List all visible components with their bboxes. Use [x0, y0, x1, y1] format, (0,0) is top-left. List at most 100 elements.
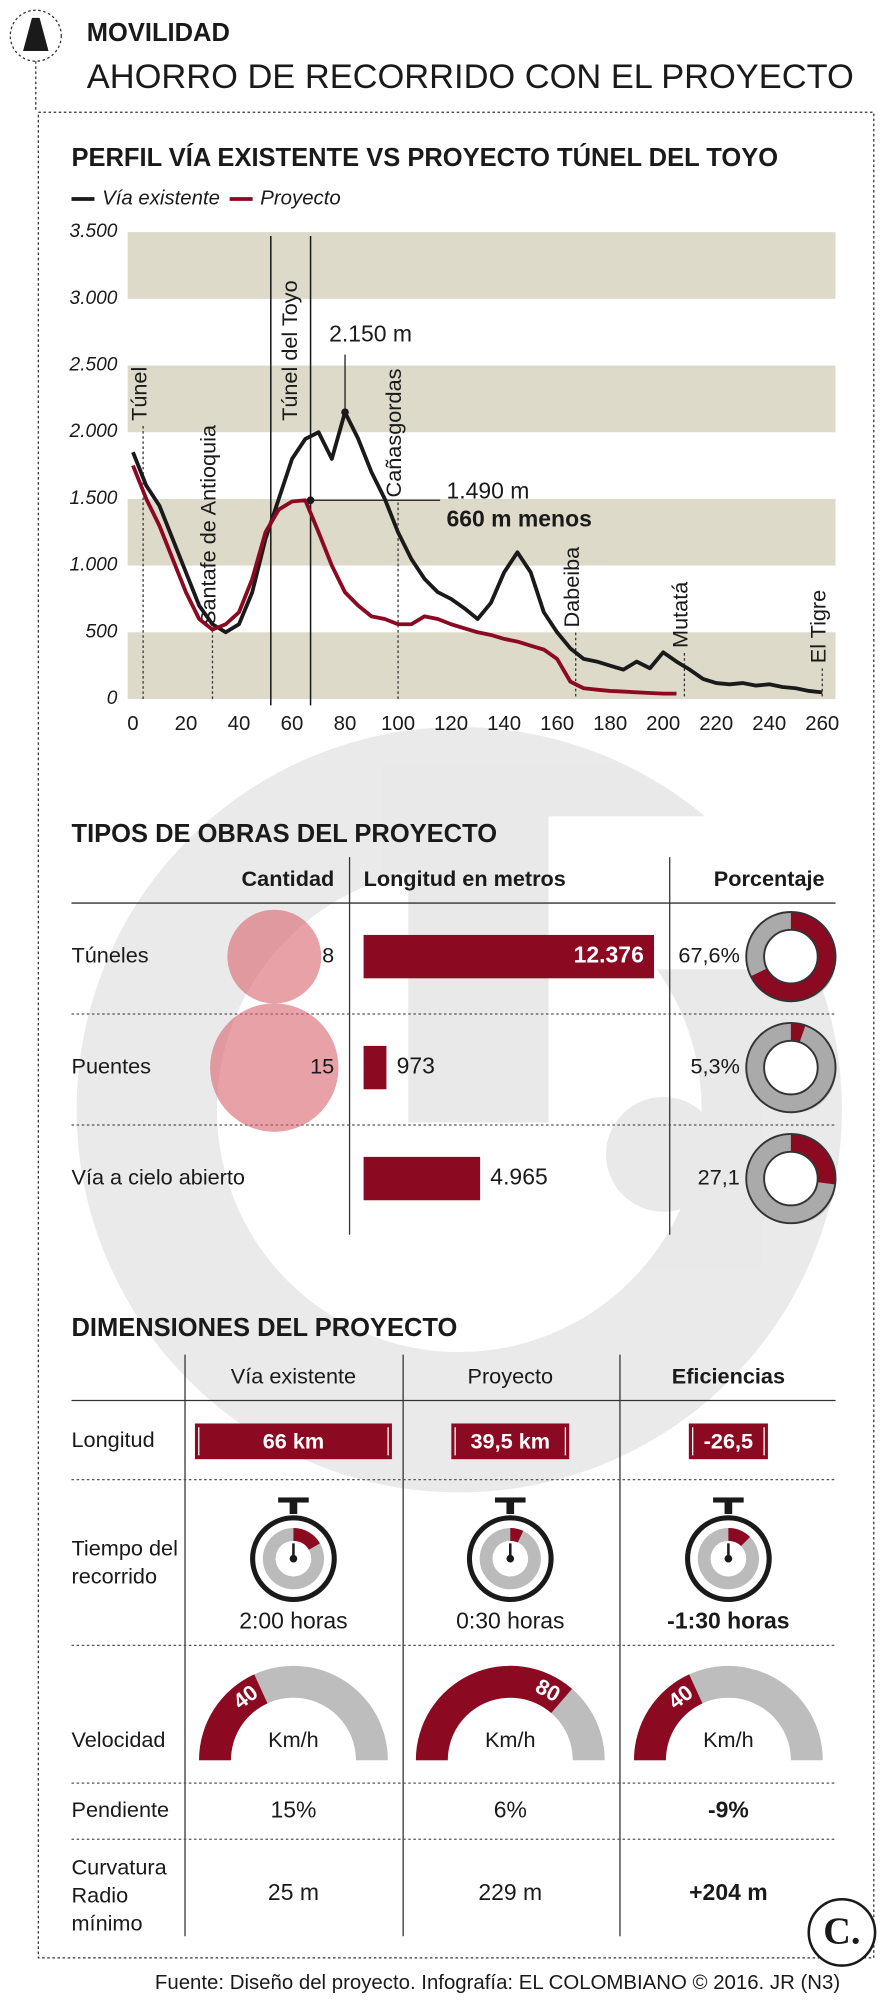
percent-label: 5,3% — [690, 1053, 739, 1078]
length-bar — [194, 1423, 392, 1460]
column-header: Eficiencias — [672, 1363, 785, 1388]
donut-arc — [746, 1023, 835, 1112]
row-label: Túneles — [72, 942, 149, 967]
x-tick-label: 0 — [127, 713, 138, 735]
section-title: DIMENSIONES DEL PROYECTO — [72, 1314, 458, 1342]
donut-edge — [763, 1039, 819, 1096]
watch-crown — [494, 1497, 526, 1503]
column-header: Proyecto — [468, 1363, 554, 1388]
time-label: -1:30 horas — [667, 1608, 789, 1634]
length-label: 973 — [397, 1053, 435, 1079]
row-label: mínimo — [72, 1910, 143, 1935]
column-header: Vía existente — [231, 1363, 356, 1388]
row-label: Puentes — [72, 1053, 152, 1078]
saving-label: 660 m menos — [446, 505, 591, 531]
road-icon — [23, 17, 49, 52]
x-tick-label: 80 — [334, 713, 357, 735]
watch-pin — [506, 1554, 515, 1563]
page-title: AHORRO DE RECORRIDO CON EL PROYECTO — [87, 58, 854, 96]
slope-value: -9% — [708, 1796, 749, 1822]
x-tick-label: 240 — [752, 713, 786, 735]
peak-dot — [341, 408, 349, 417]
logo: C. — [823, 1911, 860, 1953]
frame — [37, 111, 875, 1959]
grid-band — [127, 498, 836, 566]
legend-label: Vía existente — [102, 187, 220, 209]
row-label: Pendiente — [72, 1797, 170, 1822]
count-label: 8 — [322, 942, 334, 967]
bar-caps — [692, 1427, 765, 1456]
project-peak-label: 1.490 m — [446, 477, 529, 503]
length-bar — [363, 934, 655, 979]
gauge-unit: Km/h — [703, 1727, 754, 1752]
grid-band — [127, 365, 836, 433]
x-tick-label: 40 — [228, 713, 251, 735]
column-header: Porcentaje — [714, 866, 825, 891]
row-label: Curvatura — [72, 1854, 168, 1879]
count-bubble — [210, 1003, 339, 1132]
y-tick-label: 0 — [107, 688, 118, 709]
count-bubble — [227, 909, 322, 1004]
gauge-unit: Km/h — [485, 1727, 536, 1752]
bar-caps — [198, 1427, 389, 1456]
watch-stem — [724, 1501, 733, 1515]
x-tick-label: 120 — [434, 713, 468, 735]
column-header: Cantidad — [242, 866, 335, 891]
row-label: Longitud — [72, 1427, 155, 1452]
y-tick-label: 3.000 — [70, 288, 118, 309]
y-tick-label: 1.500 — [70, 488, 118, 509]
series-line — [131, 410, 823, 695]
donut-edge — [745, 1022, 837, 1114]
time-label: 0:30 horas — [456, 1608, 564, 1634]
project-peak-dot — [306, 496, 315, 505]
legend-label: Proyecto — [260, 187, 340, 209]
place-label: Dabeiba — [559, 546, 584, 628]
length-label: 12.376 — [574, 942, 644, 968]
place-label: Mutatá — [668, 581, 693, 648]
length-bar — [363, 1045, 387, 1090]
length-bar — [363, 1156, 481, 1201]
time-label: 2:00 horas — [239, 1608, 347, 1634]
length-label: 39,5 km — [471, 1428, 551, 1453]
section-title: TIPOS DE OBRAS DEL PROYECTO — [72, 820, 498, 848]
y-tick-label: 1.000 — [70, 555, 118, 576]
place-label: Santafe de Antioquia — [196, 424, 221, 625]
grid-band — [127, 632, 836, 699]
slope-value: 15% — [270, 1796, 316, 1822]
x-tick-label: 20 — [175, 713, 198, 735]
column-header: Longitud en metros — [364, 866, 566, 891]
watch-pin — [289, 1554, 298, 1563]
place-label: Túnel — [126, 367, 151, 421]
chart-title: PERFIL VÍA EXISTENTE VS PROYECTO TÚNEL D… — [72, 142, 779, 172]
x-tick-label: 180 — [593, 713, 627, 735]
grid-band — [127, 232, 836, 299]
x-tick-label: 200 — [646, 713, 680, 735]
gauge-value — [634, 1674, 703, 1761]
length-bar — [451, 1423, 570, 1460]
place-label: Cañasgordas — [381, 368, 406, 497]
tunnel-label: Túnel del Toyo — [277, 280, 302, 421]
curvature-value: +204 m — [689, 1879, 767, 1905]
logo-ring — [807, 1897, 877, 1967]
gauge-unit: Km/h — [268, 1727, 319, 1752]
donut-bg — [746, 1023, 835, 1112]
length-bar — [688, 1423, 768, 1460]
place-label: El Tigre — [805, 590, 830, 663]
donut-edge — [763, 928, 819, 985]
length-label: 4.965 — [490, 1164, 547, 1190]
watch-crown — [713, 1497, 744, 1503]
watch-crown — [278, 1497, 309, 1503]
series-line — [131, 464, 677, 696]
peak-label: 2.150 m — [329, 321, 412, 347]
source: Fuente: Diseño del proyecto. Infografía:… — [155, 1972, 840, 1994]
x-tick-label: 100 — [381, 713, 415, 735]
watch-pin — [724, 1554, 733, 1563]
bar-caps — [454, 1427, 567, 1456]
donut-edge — [763, 1150, 819, 1207]
donut-edge — [745, 911, 837, 1003]
percent-label: 27,1 — [698, 1164, 740, 1189]
row-label: recorrido — [72, 1564, 158, 1589]
y-tick-label: 2.000 — [69, 421, 118, 442]
